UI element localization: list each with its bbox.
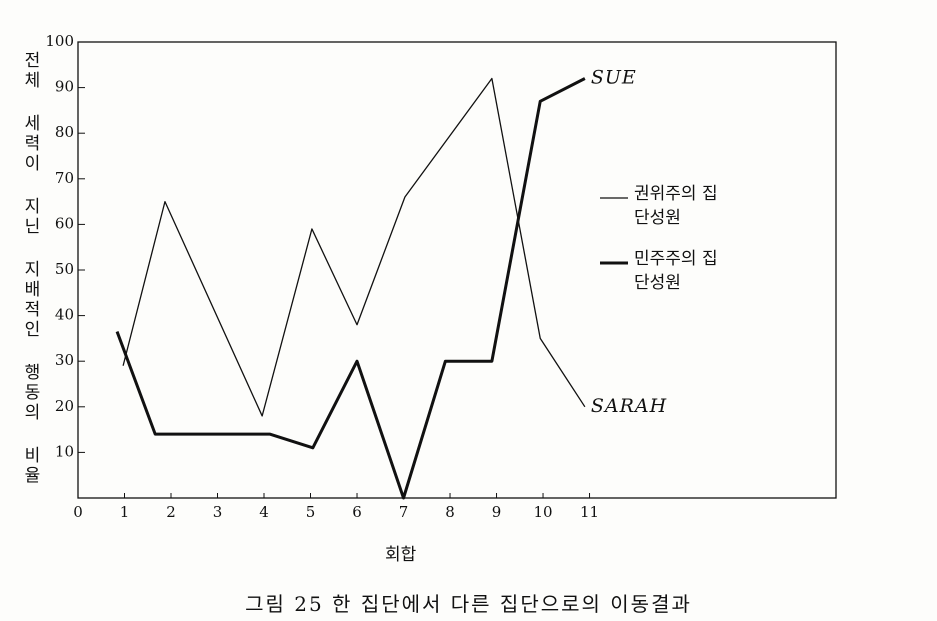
y-tick-label: 10 [55,442,74,460]
x-tick-label: 11 [580,503,599,521]
caption: 그림 25 한 집단에서 다른 집단으로의 이동결과 [245,592,692,616]
y-tick-label: 40 [55,306,74,324]
legend-label: 권위주의 집단성원 [634,184,718,228]
y-tick-label: 60 [55,214,74,232]
x-tick-label: 3 [213,503,223,521]
series-annotation: SUE [591,66,637,88]
y-tick-label: 20 [55,397,74,415]
y-axis-title: 전체 세력이 지닌 지배적인 행동의 비율 [20,50,40,486]
series-annotation: SARAH [591,395,667,417]
x-tick-label: 2 [166,503,176,521]
x-tick-label: 4 [259,503,269,521]
x-tick-label: 0 [73,503,83,521]
series-line [122,77,586,417]
series-line [115,77,586,500]
x-tick-label: 6 [352,503,362,521]
y-tick-label: 100 [45,32,74,50]
x-tick-label: 7 [399,503,409,521]
y-tick-label: 50 [55,260,74,278]
x-tick-label: 5 [306,503,316,521]
y-tick-label: 30 [55,351,74,369]
y-tick-label: 80 [55,123,74,141]
x-tick-label: 10 [533,503,552,521]
x-axis-title: 회합 [385,545,417,565]
y-tick-label: 90 [55,78,74,96]
x-tick-label: 1 [120,503,130,521]
y-tick-label: 70 [55,169,74,187]
legend-label: 민주주의 집단성원 [634,249,718,293]
x-tick-label: 9 [492,503,502,521]
x-tick-label: 8 [445,503,455,521]
